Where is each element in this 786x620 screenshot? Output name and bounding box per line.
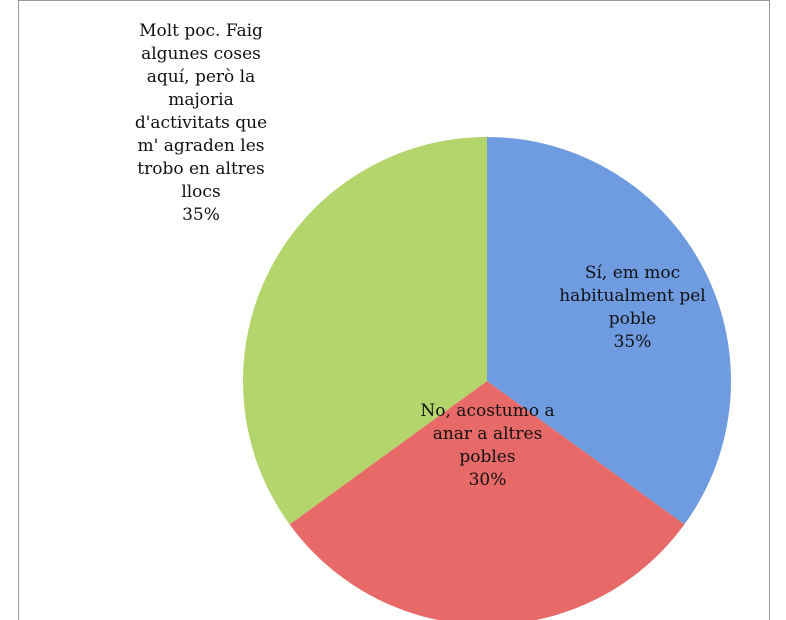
pie-slice bbox=[243, 137, 487, 525]
slice-value-label: 30% bbox=[468, 470, 507, 490]
slice-label: Sí, em moc habitualment pel poble 35% bbox=[555, 262, 710, 354]
slice-value-label: 35% bbox=[182, 205, 220, 225]
pie-slice bbox=[289, 381, 685, 620]
chart-frame bbox=[18, 0, 770, 620]
slice-category: No, acostumo a anar a altres pobles bbox=[420, 401, 555, 467]
slice-category: Molt poc. Faig algunes coses aquí, però … bbox=[134, 21, 268, 202]
slice-category: Sí, em moc habitualment pel poble bbox=[559, 263, 706, 329]
slice-label: Molt poc. Faig algunes coses aquí, però … bbox=[128, 20, 274, 227]
slice-value-label: 35% bbox=[613, 332, 652, 352]
slice-label: No, acostumo a anar a altres pobles 30% bbox=[405, 400, 570, 492]
pie-slice bbox=[487, 137, 731, 525]
